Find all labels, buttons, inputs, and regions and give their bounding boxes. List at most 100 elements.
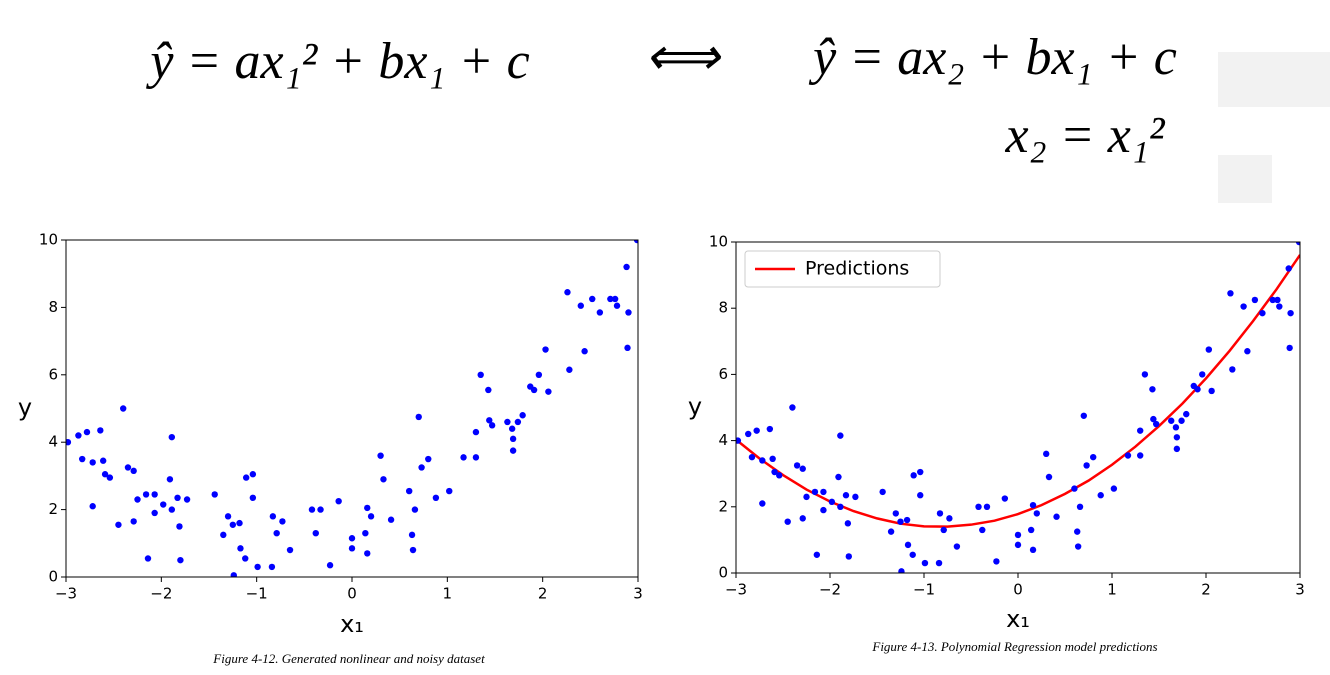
y-axis-label: y (688, 393, 702, 421)
point (514, 418, 522, 426)
point (581, 348, 588, 355)
point (151, 509, 158, 517)
point (106, 474, 114, 481)
point (377, 452, 384, 459)
point (904, 541, 912, 549)
prediction-line (736, 254, 1300, 528)
point (488, 422, 496, 429)
point (508, 425, 516, 432)
point (736, 437, 742, 444)
point (418, 464, 425, 471)
point (1124, 452, 1132, 459)
point (364, 550, 371, 557)
point (286, 546, 294, 554)
point (1172, 424, 1180, 431)
point (1076, 503, 1084, 510)
point (542, 346, 549, 353)
point (759, 457, 766, 464)
point (535, 371, 543, 378)
point (577, 302, 584, 309)
y-tick-label: 4 (48, 433, 58, 451)
point (769, 455, 776, 463)
point (835, 473, 842, 481)
point (898, 568, 905, 573)
point (596, 309, 604, 316)
point (917, 492, 924, 499)
point (317, 506, 324, 513)
y-tick-label: 10 (39, 231, 58, 249)
point (348, 535, 356, 542)
point (753, 427, 760, 434)
point (820, 488, 827, 496)
point (83, 428, 91, 436)
point (623, 263, 630, 271)
point (446, 487, 453, 495)
point (1208, 387, 1215, 395)
point (1027, 526, 1035, 534)
point (176, 523, 183, 530)
point (168, 506, 176, 513)
point (784, 518, 791, 525)
point (897, 518, 904, 525)
point (935, 559, 943, 567)
point (771, 468, 778, 476)
point (903, 516, 911, 524)
x-tick-label: 3 (1295, 581, 1305, 599)
point (273, 529, 280, 537)
point (367, 513, 375, 520)
point (940, 526, 947, 534)
point (1137, 452, 1144, 459)
point (1244, 348, 1251, 355)
point (1295, 242, 1300, 246)
point (168, 433, 176, 441)
point (892, 510, 899, 517)
points (66, 240, 638, 577)
point (1083, 462, 1090, 469)
point (387, 516, 395, 523)
point (910, 472, 917, 479)
point (415, 413, 422, 421)
point (237, 545, 244, 552)
point (177, 556, 184, 564)
x-axis-label: x₁ (1006, 605, 1030, 633)
point (1152, 420, 1160, 428)
point (1043, 450, 1050, 458)
point (130, 467, 137, 475)
point (364, 504, 371, 512)
point (335, 497, 342, 505)
point (566, 366, 573, 373)
point (1276, 303, 1283, 310)
point (79, 455, 86, 463)
x-tick-label: 1 (1107, 581, 1117, 599)
point (312, 529, 319, 537)
point (776, 472, 783, 479)
point (409, 546, 417, 554)
point (99, 457, 107, 464)
point (1251, 296, 1259, 304)
point (624, 344, 631, 352)
point (97, 427, 104, 434)
point (1149, 386, 1156, 393)
point (837, 432, 844, 439)
point (1029, 546, 1037, 554)
point (1097, 492, 1104, 499)
point (268, 563, 276, 571)
y-axis-label: y (18, 394, 32, 422)
point (144, 555, 152, 562)
x-tick-label: −3 (725, 581, 747, 599)
point (249, 494, 257, 502)
point (120, 405, 127, 412)
point (66, 439, 72, 446)
point (142, 491, 150, 498)
point (1194, 386, 1201, 393)
equation: ŷ = ax₂ + bx₁ + c (808, 29, 1177, 86)
point (975, 503, 982, 510)
points (736, 242, 1300, 573)
point (151, 491, 158, 498)
y-tick-label: 0 (718, 564, 728, 582)
y-tick-label: 8 (718, 299, 728, 317)
point (1199, 371, 1206, 378)
point (1137, 427, 1144, 434)
y-tick-label: 0 (48, 568, 58, 586)
